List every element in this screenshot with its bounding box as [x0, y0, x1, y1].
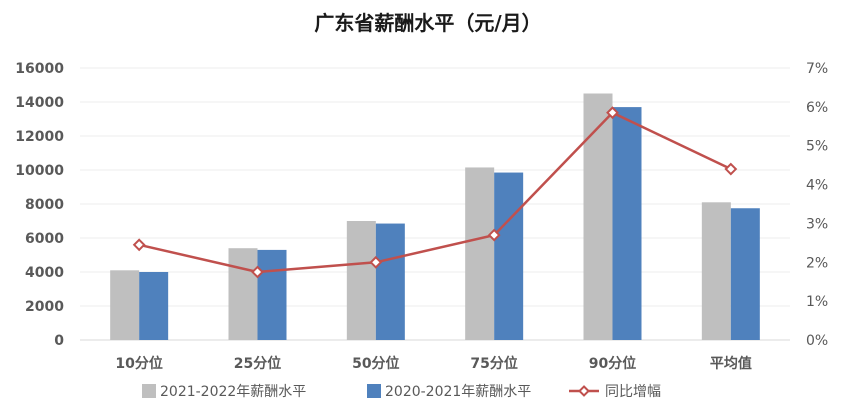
growth-point — [724, 162, 738, 176]
right-axis: 0% 1% 2% 3% 4% 5% 6% 7% — [806, 61, 828, 349]
right-tick-label: 4% — [806, 178, 828, 194]
legend-swatch — [367, 384, 381, 398]
bar-2020-2021 — [139, 272, 169, 340]
legend-label: 2020-2021年薪酬水平 — [385, 384, 531, 400]
legend-item: 同比增幅 — [569, 384, 661, 400]
growth-point — [132, 238, 146, 252]
legend-item: 2021-2022年薪酬水平 — [142, 384, 306, 400]
left-tick-label: 2000 — [25, 299, 64, 315]
category-label: 平均值 — [710, 355, 752, 372]
left-tick-label: 6000 — [25, 231, 64, 247]
bar-2020-2021 — [257, 249, 287, 340]
right-tick-label: 6% — [806, 100, 828, 116]
bar-2020-2021 — [612, 107, 642, 340]
category-label: 10分位 — [115, 355, 162, 372]
bar-2021-2022 — [228, 248, 258, 340]
growth-line — [132, 106, 738, 279]
legend-marker — [578, 385, 590, 397]
legend-item: 2020-2021年薪酬水平 — [367, 384, 531, 400]
left-tick-label: 10000 — [15, 163, 64, 179]
bar-2021-2022 — [110, 270, 140, 340]
legend-label: 同比增幅 — [605, 384, 661, 400]
bar-2020-2021 — [375, 223, 405, 340]
legend-label: 2021-2022年薪酬水平 — [160, 384, 306, 400]
category-label: 25分位 — [234, 355, 281, 372]
chart-title: 广东省薪酬水平（元/月） — [314, 11, 541, 35]
left-tick-label: 4000 — [25, 265, 64, 281]
category-label: 75分位 — [470, 355, 517, 372]
left-tick-label: 14000 — [15, 95, 64, 111]
left-tick-label: 12000 — [15, 129, 64, 145]
legend-swatch — [142, 384, 156, 398]
right-tick-label: 5% — [806, 139, 828, 155]
bar-2021-2022 — [346, 221, 376, 340]
right-tick-label: 0% — [806, 333, 828, 349]
category-labels: 10分位 25分位 50分位 75分位 90分位 平均值 — [115, 355, 751, 372]
bar-2021-2022 — [583, 93, 613, 340]
left-axis: 0 2000 4000 6000 8000 10000 12000 14000 16000 — [15, 61, 64, 349]
growth-point — [487, 228, 501, 242]
bars — [110, 93, 760, 340]
right-tick-label: 1% — [806, 294, 828, 310]
right-tick-label: 7% — [806, 61, 828, 77]
category-label: 50分位 — [352, 355, 399, 372]
bar-2021-2022 — [701, 202, 731, 340]
bar-2020-2021 — [494, 172, 524, 340]
grid-lines — [80, 67, 790, 341]
growth-point — [369, 255, 383, 269]
growth-point — [251, 265, 264, 279]
bar-2020-2021 — [730, 208, 760, 340]
left-tick-label: 16000 — [15, 61, 64, 77]
legend: 2021-2022年薪酬水平 2020-2021年薪酬水平 同比增幅 — [142, 384, 661, 400]
left-tick-label: 0 — [54, 333, 64, 349]
category-label: 90分位 — [589, 355, 636, 372]
growth-line-path — [138, 111, 732, 274]
bar-2021-2022 — [465, 167, 495, 340]
left-tick-label: 8000 — [25, 197, 64, 213]
growth-point — [606, 106, 619, 120]
right-tick-label: 2% — [806, 255, 828, 271]
right-tick-label: 3% — [806, 216, 828, 232]
